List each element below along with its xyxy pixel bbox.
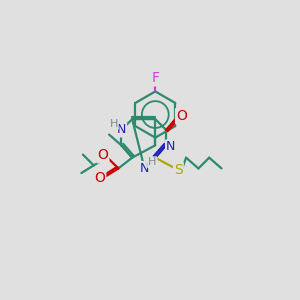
Text: N: N <box>117 123 126 136</box>
Text: H: H <box>110 119 118 129</box>
Text: N: N <box>140 162 149 175</box>
Text: S: S <box>174 163 183 177</box>
Text: O: O <box>94 171 105 185</box>
Text: O: O <box>98 148 108 162</box>
Text: N: N <box>166 140 175 153</box>
Text: F: F <box>151 71 159 85</box>
Text: H: H <box>148 157 156 167</box>
Text: O: O <box>176 109 187 123</box>
